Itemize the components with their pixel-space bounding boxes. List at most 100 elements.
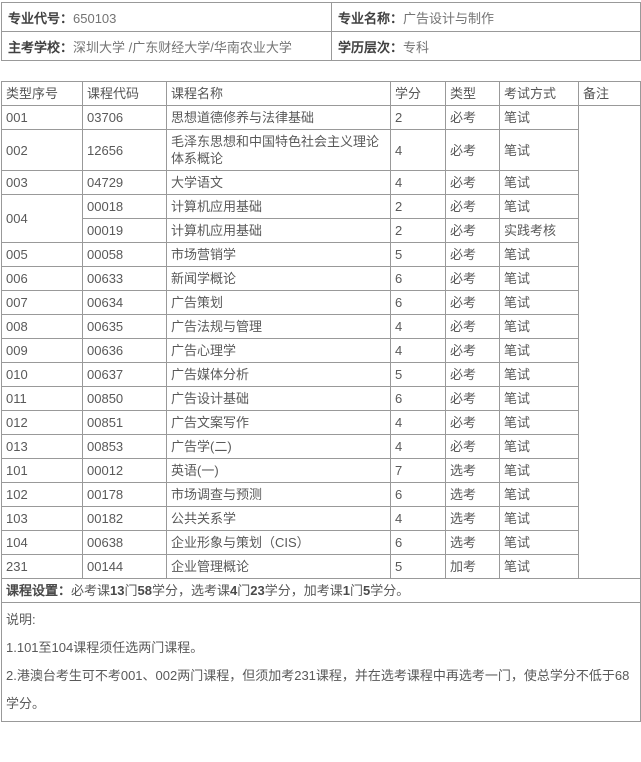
cell-course-name: 市场调查与预测: [166, 482, 391, 507]
cell-course-code: 00635: [82, 314, 167, 339]
table-row: 231 00144 企业管理概论 5 加考 笔试: [1, 554, 641, 579]
table-row: 004 00018 计算机应用基础 2 必考 笔试: [1, 194, 641, 243]
cell-credits: 6: [390, 266, 446, 291]
cell-course-name: 广告法规与管理: [166, 314, 391, 339]
cell-course-name: 计算机应用基础: [166, 218, 391, 243]
cell-credits: 2: [390, 218, 446, 243]
table-row: 012 00851 广告文案写作 4 必考 笔试: [1, 410, 641, 435]
note-line: 1.101至104课程须任选两门课程。: [6, 640, 204, 655]
summary-text: 学分，选考课: [151, 583, 230, 598]
cell-course-code: 00182: [82, 506, 167, 531]
course-table: 类型序号 课程代码 课程名称 学分 类型 考试方式 备注 001 03706 思想道…: [1, 81, 641, 722]
cell-exam-method: 笔试: [499, 314, 579, 339]
cell-exam-method: 笔试: [499, 338, 579, 363]
cell-course-name: 毛泽东思想和中国特色社会主义理论体系概论: [166, 129, 391, 171]
cell-exam-method: 笔试: [499, 410, 579, 435]
cell-exam-method: 笔试: [499, 129, 579, 171]
cell-type-no: 103: [1, 506, 83, 531]
cell-credits: 5: [390, 554, 446, 579]
cell-type-no: 104: [1, 530, 83, 555]
table-row: 011 00850 广告设计基础 6 必考 笔试: [1, 386, 641, 411]
cell-credits: 5: [390, 242, 446, 267]
cell-remark-merged: [578, 105, 641, 579]
cell-credits: 4: [390, 506, 446, 531]
cell-type-no: 006: [1, 266, 83, 291]
cell-course-code: 00634: [82, 290, 167, 315]
table-row: 00019 计算机应用基础 2 必考 实践考核: [2, 218, 641, 243]
summary-strong-text: 23: [250, 583, 265, 598]
summary-strong-text: 课程设置：: [6, 583, 72, 598]
cell-exam-method: 笔试: [499, 170, 579, 195]
cell-type-no: 011: [1, 386, 83, 411]
summary-text: 门: [124, 583, 138, 598]
note-line: 2.港澳台考生可不考001、002两门课程，但须加考231课程，并在选考课程中再…: [6, 668, 630, 711]
cell-credits: 4: [390, 338, 446, 363]
cell-exam-method: 笔试: [499, 458, 579, 483]
table-row: 003 04729 大学语文 4 必考 笔试: [1, 170, 641, 195]
cell-exam-method: 笔试: [499, 290, 579, 315]
cell-type: 必考: [445, 129, 500, 171]
cell-credits: 7: [390, 458, 446, 483]
cell-course-code: 00851: [82, 410, 167, 435]
cell-course-name: 计算机应用基础: [166, 194, 391, 219]
schools-value: 深圳大学 /广东财经大学/华南农业大学: [73, 39, 292, 55]
cell-course-code: 00637: [82, 362, 167, 387]
cell-course-code: 00178: [82, 482, 167, 507]
level-value: 专科: [403, 39, 430, 55]
cell-course-code: 00019: [82, 218, 167, 243]
cell-credits: 6: [390, 290, 446, 315]
cell-type-no: 012: [1, 410, 83, 435]
cell-type-no: 102: [1, 482, 83, 507]
cell-type: 必考: [445, 290, 500, 315]
cell-type-no: 002: [1, 129, 83, 171]
cell-type: 必考: [445, 410, 500, 435]
summary-text: 门: [349, 583, 363, 598]
cell-type-no: 003: [1, 170, 83, 195]
cell-course-name: 大学语文: [166, 170, 391, 195]
summary-text: 学分，加考课: [264, 583, 343, 598]
cell-type: 必考: [445, 194, 500, 219]
cell-course-code: 00012: [82, 458, 167, 483]
cell-course-code: 04729: [82, 170, 167, 195]
cell-type: 必考: [445, 266, 500, 291]
col-header-exam-method: 考试方式: [499, 81, 579, 106]
cell-type: 必考: [445, 170, 500, 195]
cell-course-code: 00144: [82, 554, 167, 579]
cell-exam-method: 笔试: [499, 554, 579, 579]
cell-exam-method: 笔试: [499, 482, 579, 507]
cell-exam-method: 笔试: [499, 242, 579, 267]
info-row-2: 主考学校：深圳大学 /广东财经大学/华南农业大学 学历层次：专科: [1, 31, 641, 61]
cell-type-no: 001: [1, 105, 83, 130]
notes-box: 说明: 1.101至104课程须任选两门课程。 2.港澳台考生可不考001、002…: [1, 602, 641, 722]
course-table-footer: 课程设置：必考课13门58学分，选考课4门23学分，加考课1门5学分。 说明: …: [1, 578, 641, 722]
cell-type: 选考: [445, 506, 500, 531]
summary-text: 必考课: [71, 583, 111, 598]
cell-course-code: 00853: [82, 434, 167, 459]
cell-type-no: 007: [1, 290, 83, 315]
cell-type: 必考: [445, 314, 500, 339]
summary-strong-text: 13: [110, 583, 125, 598]
col-header-remark: 备注: [578, 81, 641, 106]
cell-type-no: 009: [1, 338, 83, 363]
table-row: 013 00853 广告学(二) 4 必考 笔试: [1, 434, 641, 459]
major-name-value: 广告设计与制作: [403, 10, 495, 26]
cell-exam-method: 笔试: [499, 530, 579, 555]
col-header-type-no: 类型序号: [1, 81, 83, 106]
cell-credits: 6: [390, 482, 446, 507]
cell-type: 必考: [445, 434, 500, 459]
cell-course-name: 思想道德修养与法律基础: [166, 105, 391, 130]
schools-cell: 主考学校：深圳大学 /广东财经大学/华南农业大学: [1, 31, 332, 61]
table-row: 001 03706 思想道德修养与法律基础 2 必考 笔试: [1, 105, 641, 579]
cell-type-no: 013: [1, 434, 83, 459]
table-row: 103 00182 公共关系学 4 选考 笔试: [1, 506, 641, 531]
major-code-value: 650103: [73, 10, 117, 26]
summary-row: 课程设置：必考课13门58学分，选考课4门23学分，加考课1门5学分。: [1, 578, 641, 603]
cell-course-name: 广告心理学: [166, 338, 391, 363]
level-cell: 学历层次：专科: [331, 31, 641, 61]
cell-exam-method: 笔试: [499, 194, 579, 219]
cell-exam-method: 笔试: [499, 362, 579, 387]
major-code-cell: 专业代号：650103: [1, 2, 332, 32]
schools-label: 主考学校：: [8, 39, 74, 55]
notes-title: 说明:: [6, 612, 36, 627]
